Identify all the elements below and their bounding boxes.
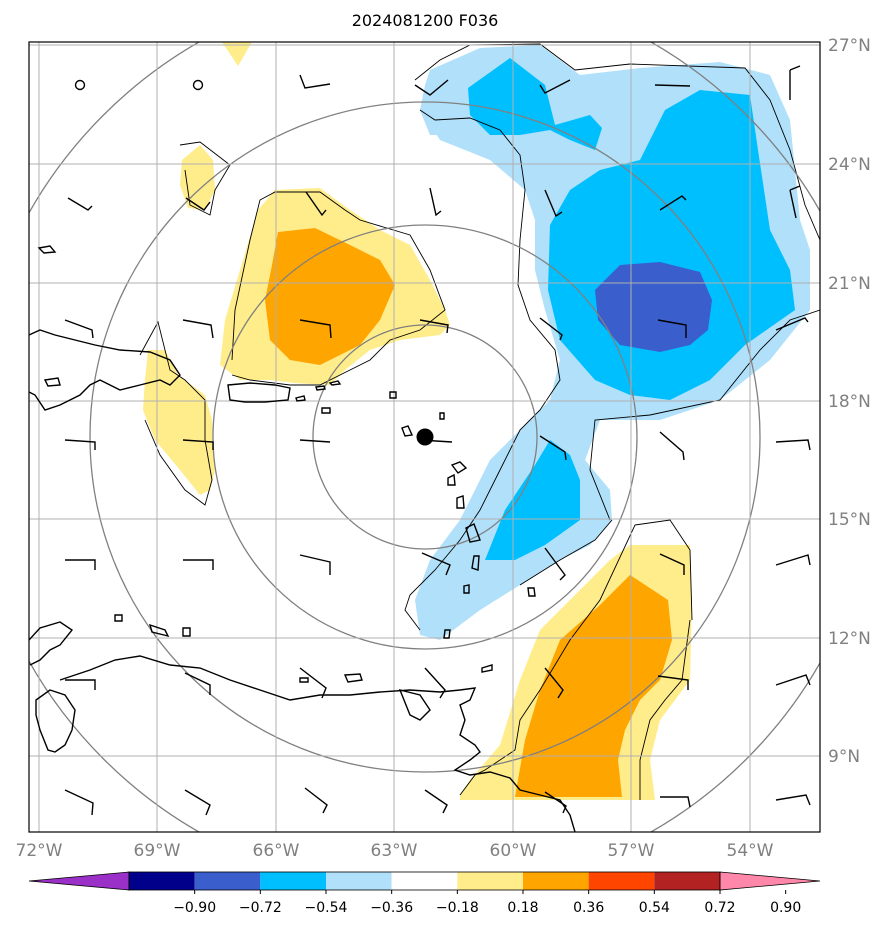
colorbar-frame xyxy=(128,871,721,891)
contour-lines xyxy=(139,43,820,800)
map-frame xyxy=(28,41,821,833)
lon-tick-label: 66°W xyxy=(253,841,300,861)
gridlines xyxy=(29,42,820,832)
range-rings xyxy=(29,42,820,832)
colorbar-tick-label: −0.90 xyxy=(173,900,216,916)
range-ring-2 xyxy=(212,224,638,650)
lat-tick-label: 24°N xyxy=(828,155,871,175)
shading-orange-northwest xyxy=(265,228,395,365)
colorbar-cell xyxy=(129,872,195,890)
lat-tick-label: 18°N xyxy=(828,392,871,412)
lat-tick-label: 21°N xyxy=(828,274,871,294)
colorbar-tick-label: 0.90 xyxy=(770,900,801,916)
colorbar-cell xyxy=(391,872,458,890)
colorbar-extend-high xyxy=(719,871,821,891)
colorbar-cell xyxy=(260,872,326,890)
shading-royal-blue-core xyxy=(595,262,712,352)
shading-orange-southeast xyxy=(515,575,672,797)
map-title: 2024081200 F036 xyxy=(352,11,499,30)
lat-tick-label: 9°N xyxy=(828,747,860,767)
shading-sky-blue-north xyxy=(468,58,602,150)
colorbar-tick-label: −0.72 xyxy=(239,900,282,916)
lat-tick-label: 15°N xyxy=(828,510,871,530)
colorbar-tick-label: 0.18 xyxy=(507,900,538,916)
colorbar-tick-label: −0.36 xyxy=(370,900,413,916)
colorbar-tick-label: −0.54 xyxy=(305,900,348,916)
colorbar-cell xyxy=(194,872,261,890)
colorbar-tick-label: 0.36 xyxy=(573,900,604,916)
colorbar-cell xyxy=(654,872,720,890)
wind-barbs xyxy=(64,65,811,816)
colorbar-tick-label: 0.72 xyxy=(704,900,735,916)
shading-yellow-west xyxy=(143,350,215,495)
colorbar-extend-low xyxy=(28,871,130,891)
lon-tick-label: 54°W xyxy=(727,841,774,861)
shading-light-blue-small xyxy=(420,80,470,135)
colorbar-tick-label: −0.18 xyxy=(436,900,479,916)
colorbar-cell xyxy=(523,872,589,890)
lat-tick-label: 12°N xyxy=(828,629,871,649)
map-area xyxy=(29,42,820,832)
colorbar: −0.90 −0.72 −0.54 −0.36 −0.18 0.18 0.36 0.54 0.7… xyxy=(28,871,821,916)
shading-yellow-top-tip xyxy=(222,42,252,66)
colorbar-cell xyxy=(588,872,655,890)
range-ring-3 xyxy=(89,101,761,773)
lat-tick-labels: 27°N 24°N 21°N 18°N 15°N 12°N 9°N xyxy=(828,36,871,767)
lon-tick-label: 57°W xyxy=(608,841,655,861)
colorbar-cell xyxy=(457,872,523,890)
range-ring-1 xyxy=(312,324,538,550)
lon-tick-label: 72°W xyxy=(16,841,63,861)
lon-tick-labels: 72°W 69°W 66°W 63°W 60°W 57°W 54°W xyxy=(16,841,774,861)
storm-center-marker xyxy=(416,428,434,446)
lon-tick-label: 69°W xyxy=(134,841,181,861)
lon-tick-label: 60°W xyxy=(490,841,537,861)
shading-yellow-small-north xyxy=(180,145,215,210)
colorbar-tick-label: 0.54 xyxy=(639,900,670,916)
colorbar-cell xyxy=(326,872,392,890)
shading-sky-blue-south xyxy=(485,440,580,560)
coastlines xyxy=(29,79,576,832)
lon-tick-label: 63°W xyxy=(371,841,418,861)
lat-tick-label: 27°N xyxy=(828,36,871,56)
